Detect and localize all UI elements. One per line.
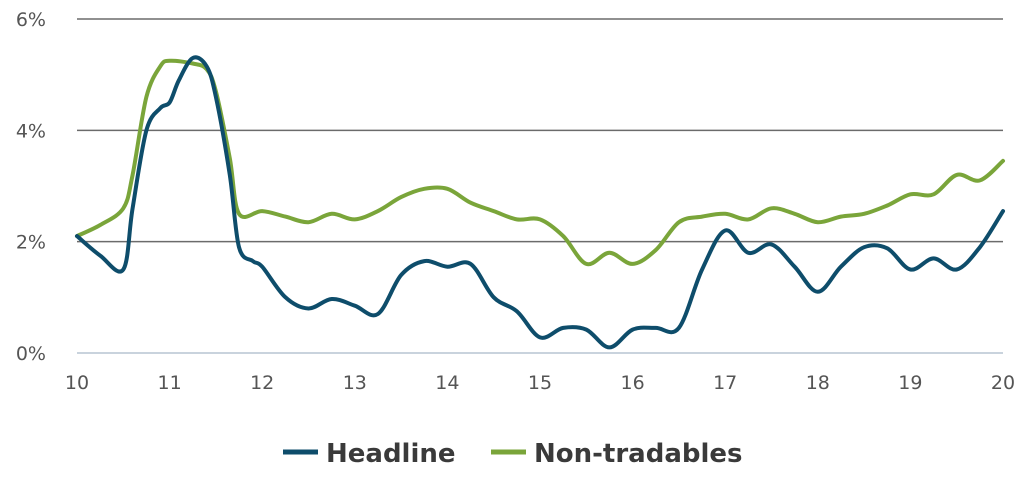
x-tick-label: 19 — [898, 372, 922, 394]
x-tick-label: 15 — [528, 372, 552, 394]
y-tick-label: 0% — [16, 343, 46, 365]
series-lines — [75, 55, 1005, 350]
x-tick-label: 11 — [158, 372, 182, 394]
legend-label-headline: Headline — [326, 439, 456, 469]
legend: Headline Non-tradables — [283, 439, 743, 469]
x-tick-label: 12 — [250, 372, 274, 394]
y-tick-label: 2% — [16, 232, 46, 254]
x-tick-label: 18 — [806, 372, 830, 394]
series-line-nontradables — [75, 58, 1005, 267]
x-tick-label: 17 — [713, 372, 737, 394]
x-tick-label: 13 — [343, 372, 367, 394]
gridlines — [77, 18, 1003, 354]
y-tick-label: 6% — [16, 9, 46, 31]
x-tick-label: 16 — [621, 372, 645, 394]
x-axis-tick-labels: 10 11 12 13 14 15 16 17 18 19 20 — [65, 372, 1015, 394]
legend-label-nontradables: Non-tradables — [534, 439, 743, 469]
x-tick-label: 14 — [435, 372, 459, 394]
y-tick-label: 4% — [16, 120, 46, 142]
series-line-headline — [75, 55, 1005, 350]
x-tick-label: 20 — [991, 372, 1015, 394]
x-tick-label: 10 — [65, 372, 89, 394]
y-axis-tick-labels: 0% 2% 4% 6% — [16, 9, 46, 365]
